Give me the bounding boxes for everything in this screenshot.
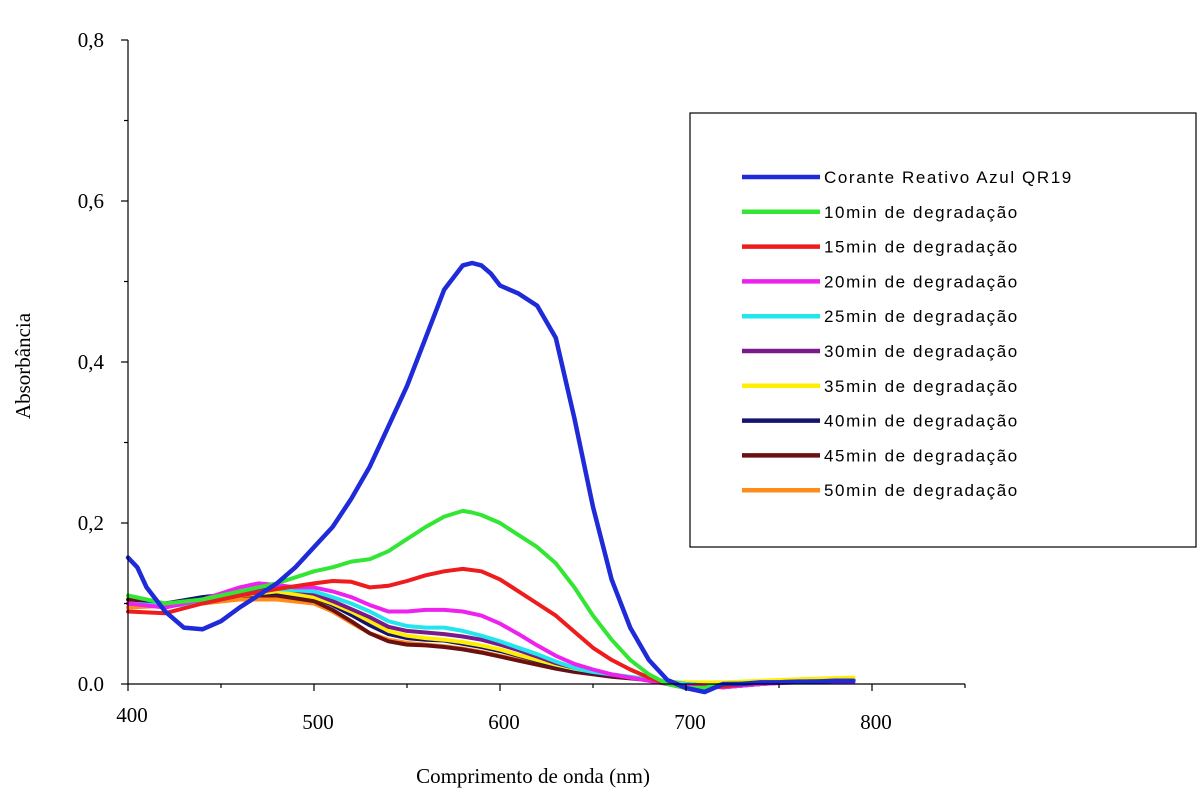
x-tick-label: 600	[488, 710, 520, 734]
legend-label: 30min de degradação	[824, 342, 1019, 361]
x-tick-label: 800	[860, 710, 892, 734]
legend-label: 45min de degradação	[824, 446, 1019, 465]
plot-area	[125, 260, 856, 695]
legend: Corante Reativo Azul QR19 10min de degrad…	[689, 112, 1197, 548]
y-tick-label: 0.0	[78, 672, 104, 696]
legend-label: 35min de degradação	[824, 377, 1019, 396]
legend-label: 15min de degradação	[824, 238, 1019, 257]
legend-label: 50min de degradação	[824, 481, 1019, 500]
legend-label: 25min de degradação	[824, 307, 1019, 326]
legend-box	[689, 112, 1197, 548]
y-axis-title: Absorbância	[11, 312, 35, 419]
series-line-5	[126, 587, 856, 690]
legend-label: 20min de degradação	[824, 272, 1019, 291]
legend-label: Corante Reativo Azul QR19	[824, 168, 1073, 187]
y-tick-label: 0,8	[78, 28, 104, 52]
x-tick-label: 500	[302, 710, 334, 734]
legend-label: 40min de degradação	[824, 412, 1019, 431]
y-tick-label: 0,4	[78, 350, 105, 374]
y-tick-label: 0,6	[78, 189, 104, 213]
x-axis-title: Comprimento de onda (nm)	[416, 764, 650, 788]
y-tick-label: 0,2	[78, 511, 104, 535]
x-tick-label: 700	[674, 710, 706, 734]
series-line-2	[126, 508, 856, 690]
legend-label: 10min de degradação	[824, 203, 1019, 222]
series-line-1	[125, 260, 856, 695]
axes: 400 500 600 700 800 0.0 0,2 0,4 0,6 0,8	[78, 28, 966, 734]
x-tick-label: 400	[116, 703, 148, 727]
